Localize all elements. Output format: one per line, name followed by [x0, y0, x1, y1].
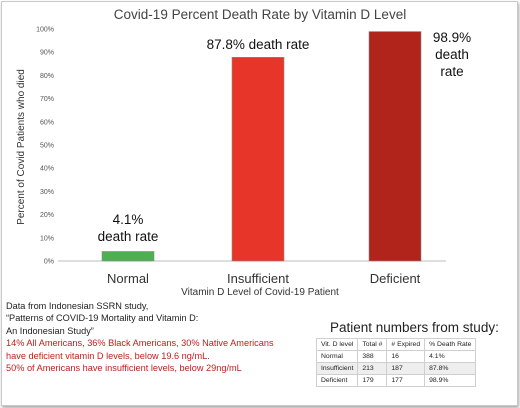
data-label: 4.1% [113, 212, 144, 227]
table-heading: Patient numbers from study: [330, 320, 499, 335]
y-tick-label: 80% [40, 73, 54, 80]
bar-normal [101, 251, 155, 262]
table-row: Deficient 179 177 98.9% [315, 374, 477, 387]
note-line: “Patterns of COVID-19 Mortality and Vita… [6, 313, 199, 324]
category-label: Deficient [370, 271, 421, 286]
note-red-line: 50% of Americans have insufficient level… [6, 363, 242, 374]
y-axis-title: Percent of Covid Patients who died [16, 69, 27, 225]
column-header: Total # [357, 338, 388, 351]
note-line: Data from Indonesian SSRN study, [6, 301, 149, 311]
y-tick-label: 10% [40, 235, 54, 242]
table-cell: 388 [357, 350, 388, 363]
column-header: # Expired [386, 338, 426, 351]
table-cell: 87.8% [424, 362, 477, 375]
table-cell: 179 [357, 374, 388, 387]
table-cell: Insufficient [315, 362, 359, 375]
table-header-row: Vit. D level Total # # Expired % Death R… [315, 338, 477, 351]
table-cell: Deficient [315, 374, 359, 387]
data-label: 98.9% [433, 30, 471, 45]
y-tick-label: 50% [40, 143, 54, 150]
bar-chart: Covid-19 Percent Death Rate by Vitamin D… [16, 7, 471, 298]
data-label: death [435, 47, 469, 62]
bar-deficient [368, 31, 422, 262]
y-tick-label: 100% [36, 27, 54, 34]
bar-insufficient [231, 57, 285, 262]
y-tick-label: 40% [40, 166, 54, 173]
x-axis-title: Vitamin D Level of Covid-19 Patient [181, 287, 339, 298]
y-tick-label: 20% [40, 212, 54, 219]
y-tick-label: 60% [40, 119, 54, 126]
y-tick-label: 90% [40, 50, 54, 57]
table-row: Insufficient 213 187 87.8% [315, 362, 477, 375]
column-header: Vit. D level [315, 338, 359, 351]
table-cell: 16 [386, 350, 426, 363]
data-label: rate [440, 64, 463, 79]
note-red-line: have deficient vitamin D levels, below 1… [6, 350, 210, 361]
chart-title: Covid-19 Percent Death Rate by Vitamin D… [114, 7, 406, 22]
patient-numbers-table: Vit. D level Total # # Expired % Death R… [315, 338, 477, 387]
study-notes: Data from Indonesian SSRN study, “Patter… [6, 300, 306, 374]
data-label: 87.8% death rate [207, 37, 310, 52]
column-header: % Death Rate [424, 338, 477, 351]
table-cell: 187 [386, 362, 426, 375]
table-cell: 98.9% [424, 374, 477, 387]
note-line: An Indonesian Study” [6, 325, 94, 336]
y-tick-label: 70% [40, 96, 54, 103]
category-label: Normal [107, 271, 149, 286]
table-cell: 177 [386, 374, 426, 387]
table-row: Normal 388 16 4.1% [315, 350, 477, 363]
y-tick-label: 0% [44, 259, 54, 266]
category-label: Insufficient [227, 271, 289, 286]
table-cell: Normal [315, 350, 359, 363]
table-cell: 4.1% [424, 350, 477, 363]
table-cell: 213 [357, 362, 388, 375]
y-tick-label: 30% [40, 189, 54, 196]
data-label: death rate [98, 229, 159, 244]
note-red-line: 14% All Americans, 36% Black Americans, … [6, 338, 274, 349]
